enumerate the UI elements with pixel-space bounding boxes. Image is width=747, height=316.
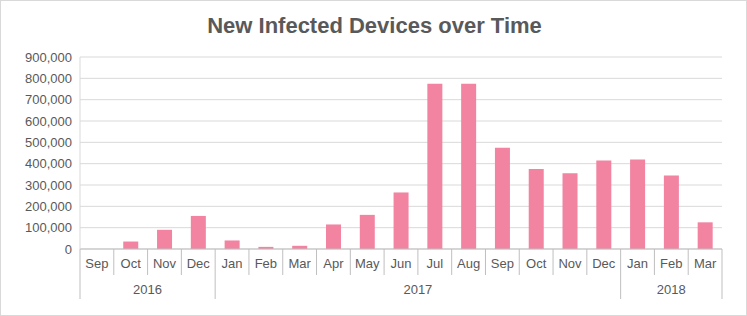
svg-text:2018: 2018 (657, 282, 686, 297)
svg-text:200,000: 200,000 (25, 199, 72, 214)
svg-text:400,000: 400,000 (25, 156, 72, 171)
svg-text:100,000: 100,000 (25, 220, 72, 235)
svg-text:Jul: Jul (426, 256, 443, 271)
svg-text:700,000: 700,000 (25, 92, 72, 107)
svg-text:Feb: Feb (255, 256, 277, 271)
svg-text:Mar: Mar (694, 256, 717, 271)
svg-text:Nov: Nov (558, 256, 582, 271)
svg-text:Dec: Dec (187, 256, 211, 271)
svg-text:Dec: Dec (592, 256, 616, 271)
svg-text:300,000: 300,000 (25, 178, 72, 193)
svg-text:500,000: 500,000 (25, 135, 72, 150)
svg-text:Aug: Aug (457, 256, 480, 271)
svg-text:2016: 2016 (133, 282, 162, 297)
svg-text:Apr: Apr (323, 256, 344, 271)
svg-text:Oct: Oct (121, 256, 142, 271)
html-text:New Infected Devices over Time: New Infected Devices over Time (207, 13, 542, 38)
svg-text:Jun: Jun (391, 256, 412, 271)
svg-text:Jan: Jan (627, 256, 648, 271)
svg-text:Jan: Jan (222, 256, 243, 271)
svg-text:0: 0 (65, 242, 72, 257)
svg-text:Oct: Oct (526, 256, 547, 271)
svg-text:600,000: 600,000 (25, 114, 72, 129)
svg-text:900,000: 900,000 (25, 50, 72, 65)
svg-text:2017: 2017 (403, 282, 432, 297)
svg-text:May: May (355, 256, 380, 271)
svg-text:Mar: Mar (288, 256, 311, 271)
svg-text:Nov: Nov (153, 256, 177, 271)
svg-text:Sep: Sep (491, 256, 514, 271)
svg-text:Sep: Sep (85, 256, 108, 271)
svg-text:Feb: Feb (660, 256, 682, 271)
svg-text:800,000: 800,000 (25, 71, 72, 86)
